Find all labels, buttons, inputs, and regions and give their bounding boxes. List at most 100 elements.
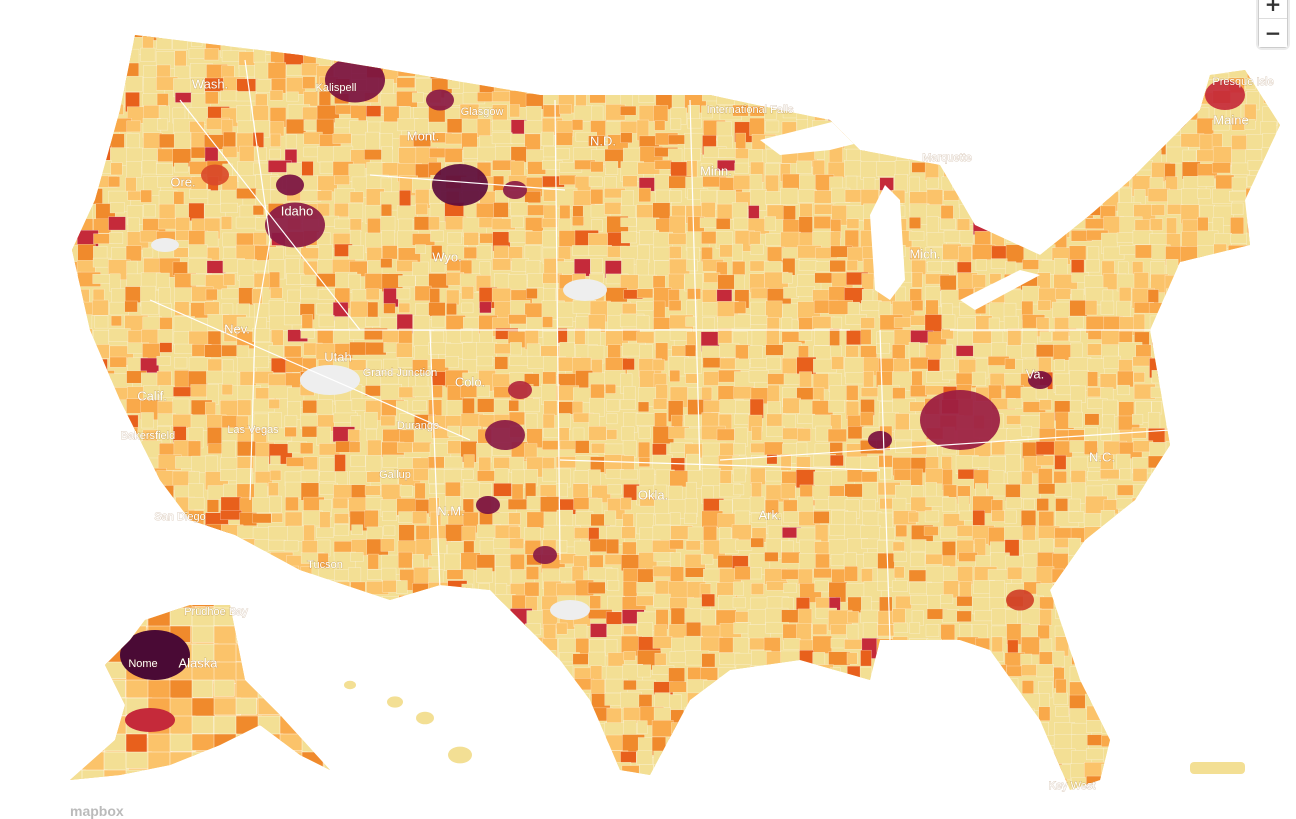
zoom-in[interactable]: + <box>1259 0 1287 18</box>
county <box>558 790 570 807</box>
zoom-out[interactable]: − <box>1259 18 1287 47</box>
county <box>860 300 882 311</box>
county <box>799 50 818 63</box>
county <box>1213 316 1227 338</box>
county <box>1087 371 1098 387</box>
city-label: Tucson <box>307 559 343 571</box>
county <box>1069 595 1081 614</box>
county <box>1149 709 1163 724</box>
county <box>447 580 468 602</box>
county <box>510 202 529 216</box>
county <box>1133 622 1145 641</box>
county <box>412 92 424 103</box>
county <box>1055 288 1071 300</box>
borough <box>301 661 328 682</box>
county <box>1151 331 1165 346</box>
county <box>974 118 996 132</box>
county <box>204 344 222 358</box>
county <box>652 65 672 85</box>
county <box>1150 650 1165 665</box>
county <box>1004 93 1029 109</box>
county <box>1151 204 1165 216</box>
county <box>845 719 869 732</box>
county <box>1132 708 1146 721</box>
borough <box>213 769 238 780</box>
borough <box>323 751 330 772</box>
county <box>623 35 642 41</box>
county <box>780 454 792 471</box>
county <box>1133 272 1149 289</box>
county <box>495 680 510 692</box>
county <box>220 541 243 558</box>
county <box>76 623 100 634</box>
county <box>508 749 531 761</box>
county <box>253 638 276 652</box>
county <box>1083 513 1102 528</box>
county <box>236 566 258 588</box>
borough <box>235 625 262 643</box>
county <box>1261 49 1277 61</box>
county <box>476 35 490 40</box>
county <box>653 794 663 814</box>
county <box>844 762 860 782</box>
county <box>862 622 878 639</box>
county <box>254 35 270 37</box>
county <box>1147 455 1170 469</box>
county <box>812 763 830 775</box>
county <box>878 720 900 739</box>
county <box>684 737 697 750</box>
county <box>924 314 945 334</box>
county <box>1134 35 1153 50</box>
county <box>607 652 625 667</box>
county <box>1006 734 1021 754</box>
county <box>1278 342 1280 354</box>
county <box>524 623 541 636</box>
county <box>77 146 99 162</box>
county <box>604 692 623 706</box>
county <box>783 791 800 810</box>
county <box>878 147 897 162</box>
county <box>1003 721 1025 735</box>
county <box>1150 527 1169 542</box>
county <box>367 35 391 44</box>
borough <box>279 697 306 719</box>
county <box>511 666 524 683</box>
county <box>942 639 957 658</box>
county <box>1261 176 1277 196</box>
county <box>302 707 322 726</box>
county <box>511 77 532 93</box>
county <box>1228 469 1253 484</box>
borough <box>70 733 85 752</box>
county <box>542 440 559 450</box>
county <box>718 594 736 611</box>
county <box>109 594 129 612</box>
county <box>893 622 909 633</box>
county <box>1039 177 1055 198</box>
county <box>652 275 666 289</box>
county <box>908 35 930 46</box>
county <box>267 622 285 633</box>
county <box>317 637 339 650</box>
county <box>1085 35 1098 45</box>
county <box>717 316 735 329</box>
county <box>253 232 267 246</box>
county <box>318 609 338 622</box>
city-label: Gallup <box>379 469 411 481</box>
county <box>1019 120 1032 133</box>
county <box>285 134 297 149</box>
county <box>350 300 370 318</box>
county <box>732 776 746 790</box>
borough <box>147 769 173 780</box>
county <box>92 567 117 585</box>
county <box>622 513 634 527</box>
county <box>397 776 410 790</box>
county <box>188 497 205 510</box>
county <box>1166 415 1185 438</box>
county <box>109 468 121 488</box>
borough <box>235 643 260 662</box>
county <box>1084 218 1105 229</box>
county <box>943 190 963 201</box>
county <box>1020 722 1038 737</box>
county <box>1199 539 1217 555</box>
county <box>1276 580 1280 593</box>
